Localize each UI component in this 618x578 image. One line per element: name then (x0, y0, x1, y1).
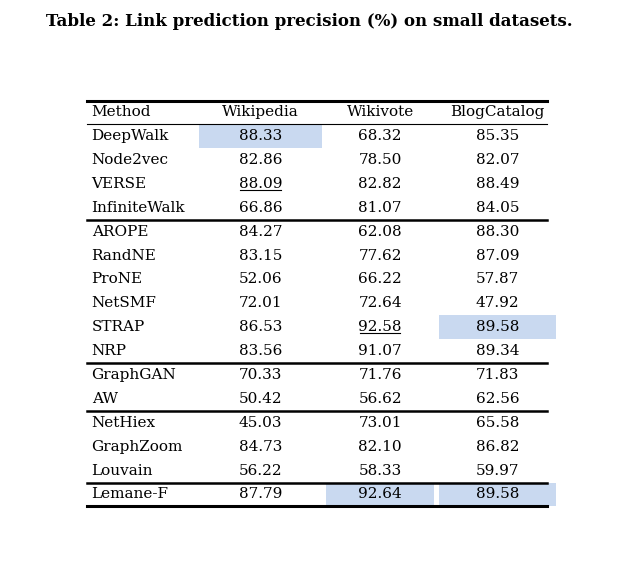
Text: GraphGAN: GraphGAN (91, 368, 176, 382)
Text: 57.87: 57.87 (476, 272, 519, 287)
Text: 82.07: 82.07 (476, 153, 519, 167)
Text: Wikipedia: Wikipedia (222, 105, 299, 119)
Text: NRP: NRP (91, 344, 127, 358)
Text: 82.86: 82.86 (239, 153, 282, 167)
Text: 78.50: 78.50 (358, 153, 402, 167)
Text: RandNE: RandNE (91, 249, 156, 262)
Text: 92.58: 92.58 (358, 320, 402, 334)
Text: 62.08: 62.08 (358, 225, 402, 239)
Text: 91.07: 91.07 (358, 344, 402, 358)
Text: 59.97: 59.97 (476, 464, 519, 477)
Text: 82.10: 82.10 (358, 440, 402, 454)
Text: 92.64: 92.64 (358, 487, 402, 502)
Text: AW: AW (91, 392, 117, 406)
Text: 88.49: 88.49 (476, 177, 519, 191)
Text: 72.01: 72.01 (239, 297, 282, 310)
Text: 88.30: 88.30 (476, 225, 519, 239)
Text: ProNE: ProNE (91, 272, 143, 287)
Text: 71.83: 71.83 (476, 368, 519, 382)
Text: 87.79: 87.79 (239, 487, 282, 502)
Text: 88.33: 88.33 (239, 129, 282, 143)
Text: Wikivote: Wikivote (347, 105, 414, 119)
Text: 47.92: 47.92 (476, 297, 519, 310)
Text: DeepWalk: DeepWalk (91, 129, 169, 143)
Bar (200, 124, 321, 148)
Text: 50.42: 50.42 (239, 392, 282, 406)
Text: 84.73: 84.73 (239, 440, 282, 454)
Text: Method: Method (91, 105, 151, 119)
Text: NetHiex: NetHiex (91, 416, 156, 430)
Text: Lemane-F: Lemane-F (91, 487, 169, 502)
Text: STRAP: STRAP (91, 320, 145, 334)
Bar (439, 315, 556, 339)
Text: 87.09: 87.09 (476, 249, 519, 262)
Text: NetSMF: NetSMF (91, 297, 156, 310)
Text: VERSE: VERSE (91, 177, 146, 191)
Text: 88.09: 88.09 (239, 177, 282, 191)
Text: BlogCatalog: BlogCatalog (451, 105, 544, 119)
Text: 85.35: 85.35 (476, 129, 519, 143)
Text: 77.62: 77.62 (358, 249, 402, 262)
Bar (326, 483, 434, 506)
Text: 68.32: 68.32 (358, 129, 402, 143)
Bar (439, 483, 556, 506)
Text: 66.22: 66.22 (358, 272, 402, 287)
Text: Louvain: Louvain (91, 464, 153, 477)
Text: 56.22: 56.22 (239, 464, 282, 477)
Text: 83.15: 83.15 (239, 249, 282, 262)
Text: InfiniteWalk: InfiniteWalk (91, 201, 185, 215)
Text: 70.33: 70.33 (239, 368, 282, 382)
Text: 84.27: 84.27 (239, 225, 282, 239)
Text: 86.53: 86.53 (239, 320, 282, 334)
Text: 58.33: 58.33 (358, 464, 402, 477)
Text: 83.56: 83.56 (239, 344, 282, 358)
Text: 81.07: 81.07 (358, 201, 402, 215)
Text: 82.82: 82.82 (358, 177, 402, 191)
Text: 71.76: 71.76 (358, 368, 402, 382)
Text: 86.82: 86.82 (476, 440, 519, 454)
Text: 45.03: 45.03 (239, 416, 282, 430)
Text: GraphZoom: GraphZoom (91, 440, 183, 454)
Text: 89.58: 89.58 (476, 487, 519, 502)
Text: 73.01: 73.01 (358, 416, 402, 430)
Text: 66.86: 66.86 (239, 201, 282, 215)
Text: Table 2: Link prediction precision (%) on small datasets.: Table 2: Link prediction precision (%) o… (46, 13, 572, 30)
Text: 72.64: 72.64 (358, 297, 402, 310)
Text: 89.58: 89.58 (476, 320, 519, 334)
Text: Node2vec: Node2vec (91, 153, 169, 167)
Text: 56.62: 56.62 (358, 392, 402, 406)
Text: 62.56: 62.56 (476, 392, 519, 406)
Text: 84.05: 84.05 (476, 201, 519, 215)
Text: 89.34: 89.34 (476, 344, 519, 358)
Text: 65.58: 65.58 (476, 416, 519, 430)
Text: AROPE: AROPE (91, 225, 148, 239)
Text: 52.06: 52.06 (239, 272, 282, 287)
